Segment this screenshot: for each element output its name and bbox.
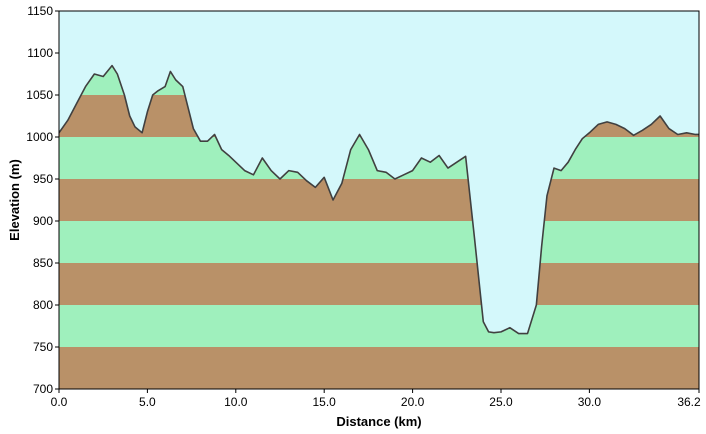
elevation-band bbox=[59, 347, 699, 389]
x-tick-label: 36.2 bbox=[677, 395, 701, 409]
elevation-band bbox=[59, 179, 699, 221]
x-tick-label: 5.0 bbox=[139, 395, 156, 409]
y-tick-label: 1000 bbox=[26, 130, 53, 144]
elevation-band bbox=[59, 263, 699, 305]
y-tick-label: 850 bbox=[33, 256, 53, 270]
y-tick-label: 750 bbox=[33, 340, 53, 354]
x-tick-label: 20.0 bbox=[401, 395, 425, 409]
y-tick-label: 700 bbox=[33, 382, 53, 396]
x-tick-label: 30.0 bbox=[578, 395, 602, 409]
plot-frame bbox=[58, 10, 700, 390]
elevation-band bbox=[59, 221, 699, 263]
x-axis-title: Distance (km) bbox=[336, 414, 421, 429]
y-tick-label: 800 bbox=[33, 298, 53, 312]
y-tick-label: 950 bbox=[33, 172, 53, 186]
x-tick-label: 15.0 bbox=[313, 395, 337, 409]
x-tick-label: 0.0 bbox=[51, 395, 68, 409]
elevation-band bbox=[59, 305, 699, 347]
y-tick-label: 1100 bbox=[27, 46, 53, 60]
y-tick-label: 1050 bbox=[26, 88, 53, 102]
y-axis-title: Elevation (m) bbox=[7, 159, 22, 241]
y-tick-label: 900 bbox=[33, 214, 53, 228]
elevation-profile-line bbox=[59, 64, 699, 335]
x-tick-label: 25.0 bbox=[489, 395, 513, 409]
y-tick-label: 1150 bbox=[27, 4, 53, 18]
x-tick-label: 10.0 bbox=[224, 395, 248, 409]
